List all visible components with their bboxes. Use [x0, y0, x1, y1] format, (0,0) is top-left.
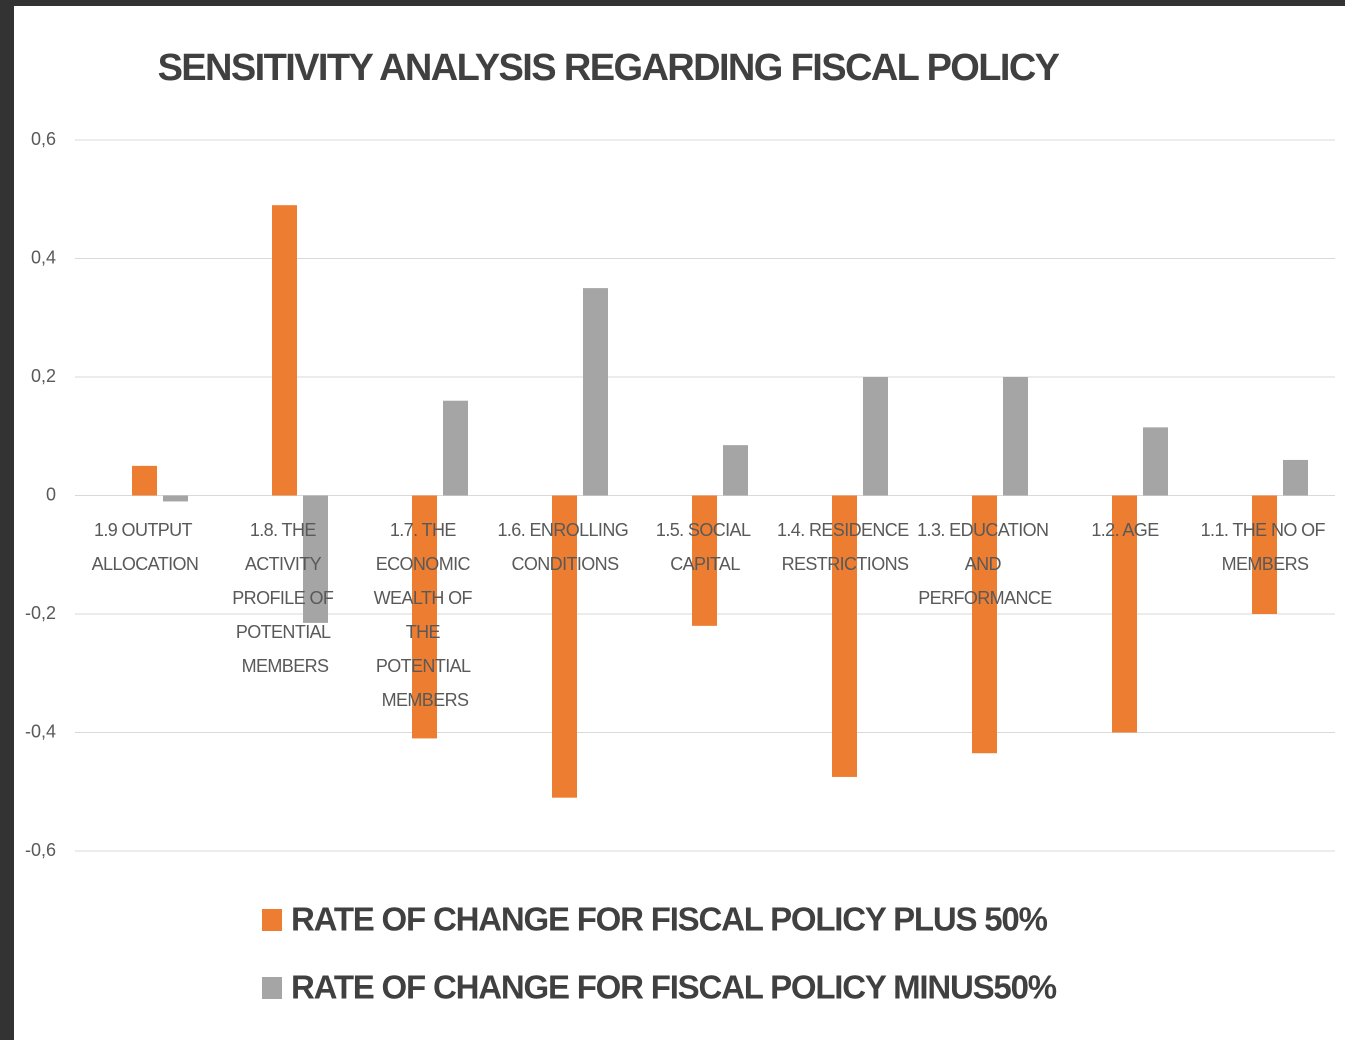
bar [552, 495, 577, 798]
x-tick-label: 1.8. THE ACTIVITY PROFILE OF POTENTIAL M… [232, 520, 337, 676]
bar [972, 495, 997, 754]
x-tick-label: 1.3. EDUCATION AND PERFORMANCE [917, 520, 1053, 608]
x-tick-label: 1.5. SOCIAL CAPITAL [656, 520, 754, 574]
bar [1003, 377, 1028, 496]
legend-swatch [262, 977, 282, 999]
y-tick-label: -0,2 [25, 603, 56, 623]
bar [303, 495, 328, 623]
bar [723, 445, 748, 496]
y-tick-label: 0 [46, 484, 56, 504]
legend-label: RATE OF CHANGE FOR FISCAL POLICY PLUS 50… [291, 901, 1048, 938]
bar [1283, 459, 1308, 496]
x-tick-label: 1.6. ENROLLING CONDITIONS [497, 520, 632, 574]
y-tick-label: 0,2 [31, 366, 56, 386]
bar [692, 495, 717, 626]
bar [412, 495, 437, 739]
bar [132, 465, 157, 496]
chart-title: SENSITIVITY ANALYSIS REGARDING FISCAL PO… [158, 47, 1060, 89]
bar [1143, 427, 1168, 496]
x-tick-label: 1.4. RESIDENCE RESTRICTIONS [777, 520, 913, 574]
y-tick-label: 0,6 [31, 129, 56, 149]
legend-label: RATE OF CHANGE FOR FISCAL POLICY MINUS50… [291, 969, 1057, 1006]
bar [583, 288, 608, 496]
x-tick-label: 1.7. THE ECONOMIC WEALTH OF THE POTENTIA… [374, 520, 477, 710]
bar [163, 495, 188, 502]
bar [1252, 495, 1277, 614]
y-tick-label: 0,4 [31, 247, 56, 267]
bar [272, 205, 297, 496]
x-tick-label: 1.9 OUTPUT ALLOCATION [92, 520, 199, 574]
bar [443, 400, 468, 496]
bar [1112, 495, 1137, 733]
bar [863, 377, 888, 496]
x-tick-label: 1.2. AGE [1091, 520, 1159, 540]
y-tick-label: -0,6 [25, 840, 56, 860]
y-tick-label: -0,4 [25, 721, 56, 741]
x-tick-label: 1.1. THE NO OF MEMBERS [1201, 520, 1330, 574]
bar [832, 495, 857, 777]
legend-swatch [262, 909, 282, 931]
